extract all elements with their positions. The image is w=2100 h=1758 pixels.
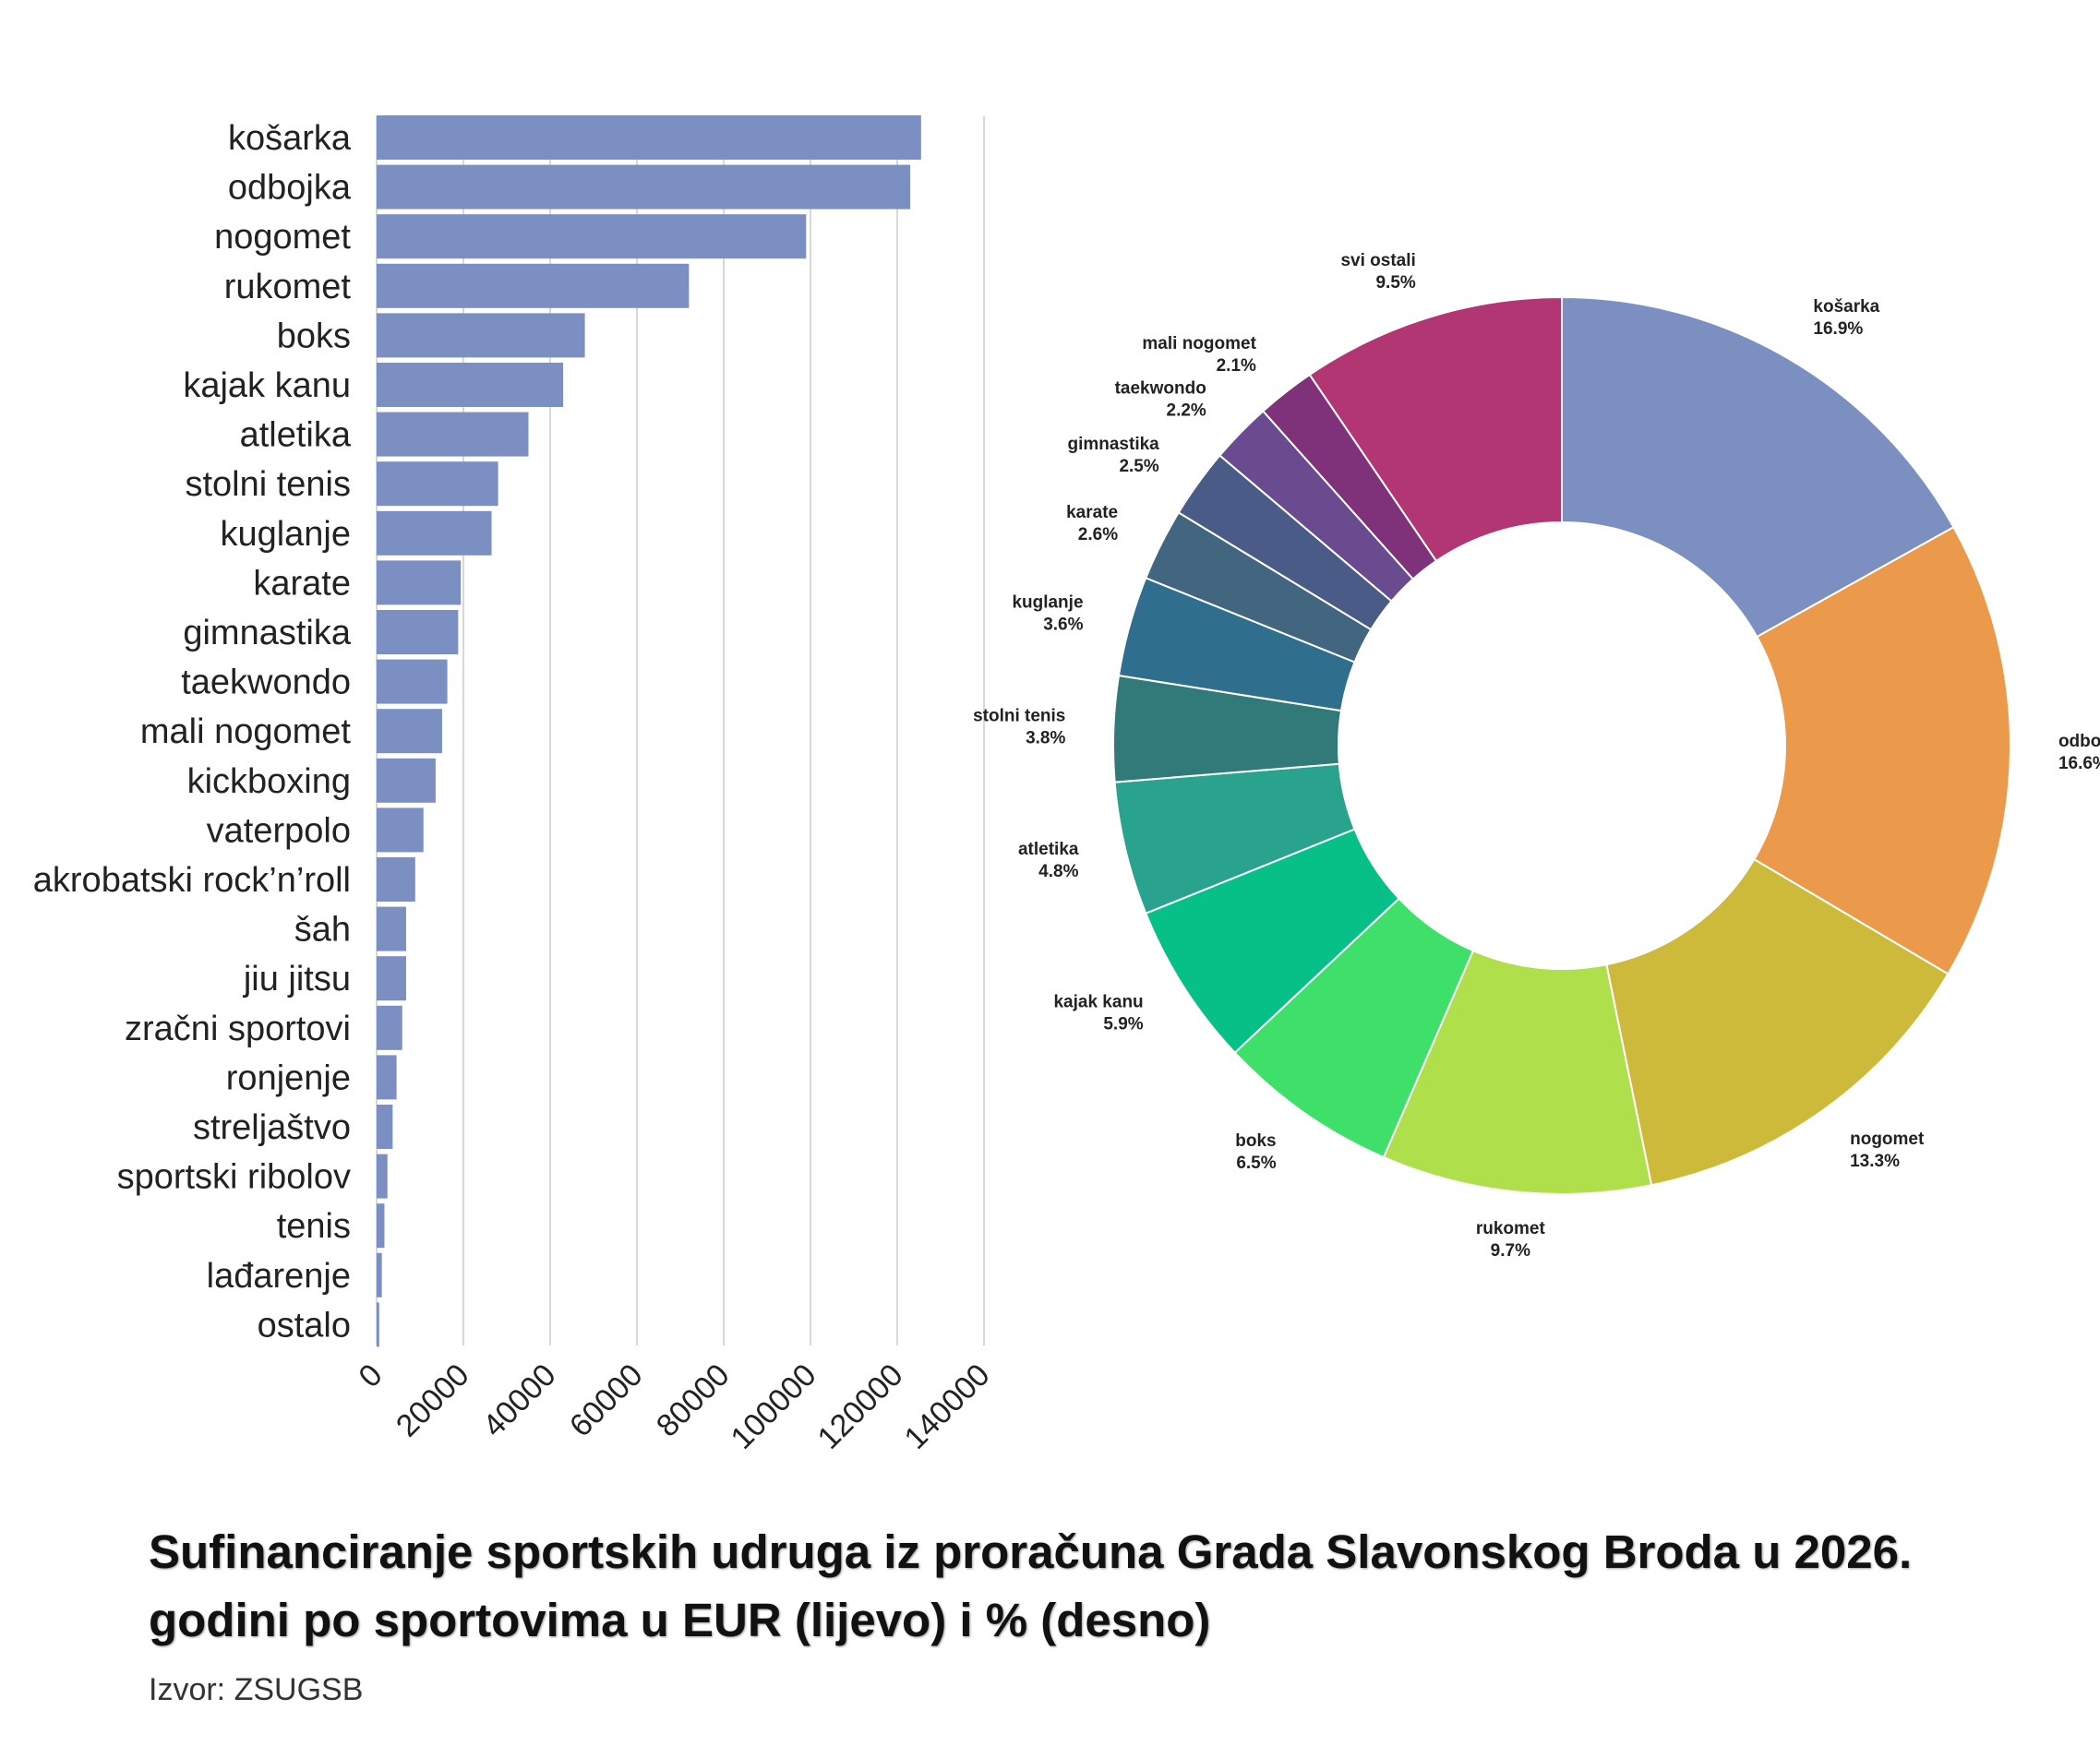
y-tick-label: odbojka <box>228 169 352 208</box>
bar <box>377 412 529 457</box>
slice-value-label: 16.6% <box>2058 754 2100 773</box>
slice-value-label: 6.5% <box>1236 1154 1276 1173</box>
bar <box>377 263 690 308</box>
bar <box>377 659 448 704</box>
y-tick-label: karate <box>253 564 351 603</box>
slice-label: karate <box>1066 503 1118 522</box>
slice-value-label: 3.6% <box>1043 615 1083 634</box>
x-tick-label: 40000 <box>476 1357 563 1444</box>
y-tick-label: gimnastika <box>183 614 351 652</box>
y-tick-label: stolni tenis <box>185 465 351 504</box>
x-tick-label: 140000 <box>898 1357 997 1456</box>
slice-value-label: 2.2% <box>1167 401 1206 420</box>
x-tick-label: 100000 <box>725 1357 823 1456</box>
slice-label: rukomet <box>1476 1219 1546 1238</box>
slice-label: taekwondo <box>1115 378 1206 398</box>
slice-label: nogomet <box>1850 1130 1925 1149</box>
y-tick-label: kickboxing <box>187 762 351 801</box>
slice-label: kajak kanu <box>1053 993 1143 1012</box>
y-tick-label: vaterpolo <box>207 811 351 850</box>
y-tick-label: kajak kanu <box>183 366 351 405</box>
bar <box>377 1055 397 1100</box>
x-tick-label: 20000 <box>390 1357 476 1444</box>
donut-slice <box>1605 857 1950 1187</box>
slice-value-label: 2.1% <box>1217 356 1256 376</box>
bar <box>377 1154 388 1199</box>
y-tick-label: zračni sportovi <box>125 1010 351 1048</box>
bar <box>377 1203 385 1249</box>
y-tick-label: ronjenje <box>226 1058 351 1097</box>
bar <box>377 115 921 160</box>
bar <box>377 956 406 1001</box>
slice-label: odbojka <box>2058 732 2100 751</box>
y-tick-label: boks <box>277 317 351 355</box>
y-tick-label: tenis <box>277 1207 351 1246</box>
bar <box>377 164 911 209</box>
slice-label: svi ostali <box>1340 251 1415 270</box>
bar <box>377 560 462 605</box>
bar <box>377 214 807 259</box>
y-tick-label: atletika <box>240 416 352 455</box>
slice-label: boks <box>1235 1131 1276 1151</box>
y-tick-label: jiu jitsu <box>243 960 351 999</box>
bar <box>377 857 415 902</box>
y-tick-label: ostalo <box>258 1306 351 1345</box>
bar <box>377 1105 393 1149</box>
slice-value-label: 9.5% <box>1375 273 1415 293</box>
bar <box>377 510 492 556</box>
bar <box>377 709 442 754</box>
y-tick-label: taekwondo <box>181 664 351 702</box>
slice-value-label: 16.9% <box>1813 319 1863 339</box>
slice-label: atletika <box>1018 840 1079 859</box>
bar <box>377 610 459 654</box>
donut-slice <box>1561 295 1955 639</box>
slice-value-label: 9.7% <box>1491 1241 1530 1261</box>
x-tick-label: 120000 <box>811 1357 910 1456</box>
slice-value-label: 2.6% <box>1078 525 1118 544</box>
slice-label: košarka <box>1813 297 1879 317</box>
bar <box>377 1302 379 1347</box>
bar <box>377 313 585 358</box>
donut-slice <box>1382 949 1653 1195</box>
donut-slice <box>1752 525 2011 975</box>
x-tick-label: 80000 <box>650 1357 737 1444</box>
y-tick-label: šah <box>294 911 351 950</box>
x-tick-label: 0 <box>352 1357 389 1394</box>
bar <box>377 758 436 803</box>
y-tick-label: kuglanje <box>220 515 351 554</box>
y-tick-label: košarka <box>228 119 352 158</box>
slice-value-label: 5.9% <box>1103 1015 1143 1034</box>
slice-value-label: 3.8% <box>1026 729 1065 748</box>
y-tick-label: rukomet <box>224 268 352 306</box>
slice-value-label: 13.3% <box>1850 1152 1900 1171</box>
caption-source: Izvor: ZSUGSB <box>149 1672 364 1707</box>
caption-title: Sufinanciranje sportskih udruga iz prora… <box>149 1525 1913 1646</box>
y-tick-label: streljaštvo <box>193 1108 351 1147</box>
bar <box>377 807 424 853</box>
slice-label: stolni tenis <box>973 707 1065 726</box>
y-tick-label: nogomet <box>214 218 351 257</box>
y-tick-label: lađarenje <box>207 1257 351 1296</box>
y-tick-label: sportski ribolov <box>117 1158 351 1197</box>
slice-label: kuglanje <box>1012 592 1083 612</box>
slice-label: gimnastika <box>1067 435 1159 454</box>
y-tick-label: mali nogomet <box>140 712 352 751</box>
bar <box>377 1252 382 1298</box>
bar <box>377 363 564 407</box>
bar <box>377 461 498 507</box>
donut-slice <box>1308 295 1563 563</box>
slice-value-label: 2.5% <box>1119 457 1158 476</box>
x-tick-label: 60000 <box>563 1357 650 1444</box>
bar <box>377 1005 402 1050</box>
slice-label: mali nogomet <box>1142 334 1256 353</box>
bar <box>377 906 406 951</box>
y-tick-label: akrobatski rock’n’roll <box>33 861 351 900</box>
slice-value-label: 4.8% <box>1038 862 1078 881</box>
